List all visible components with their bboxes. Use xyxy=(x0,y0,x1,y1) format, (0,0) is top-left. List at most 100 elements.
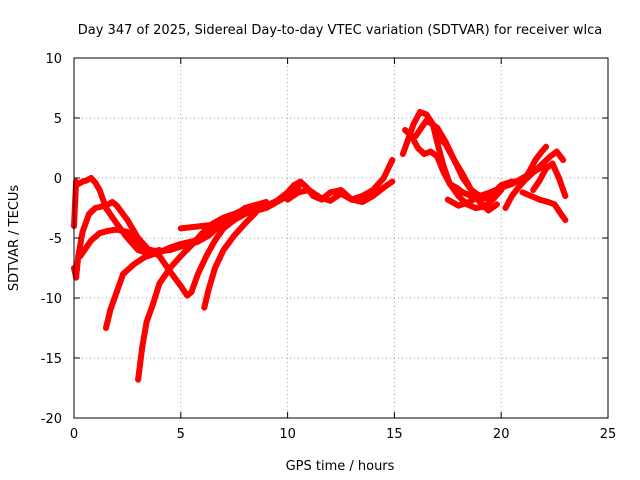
data-point xyxy=(442,141,449,148)
data-point xyxy=(562,217,569,223)
data-point xyxy=(538,148,545,155)
data-point xyxy=(410,121,417,127)
x-tick-label: 0 xyxy=(70,427,78,442)
data-point xyxy=(252,206,259,213)
data-point xyxy=(459,189,466,196)
data-point xyxy=(440,169,447,175)
data-point xyxy=(412,133,419,139)
data-point xyxy=(434,124,441,131)
series-track-5 xyxy=(135,202,270,383)
data-point xyxy=(273,197,280,204)
data-point xyxy=(263,202,270,209)
data-point xyxy=(404,139,411,145)
data-point xyxy=(211,265,218,271)
data-point xyxy=(423,111,430,118)
data-point xyxy=(536,177,543,184)
x-tick-label: 15 xyxy=(386,427,403,442)
data-point xyxy=(220,220,227,227)
data-point xyxy=(498,182,505,189)
data-point xyxy=(201,304,208,311)
x-tick-labels: 0 5 10 15 20 25 xyxy=(70,427,616,442)
data-point xyxy=(468,187,475,193)
x-axis-label: GPS time / hours xyxy=(286,459,395,474)
data-point xyxy=(88,175,95,181)
data-point xyxy=(380,175,387,181)
data-point xyxy=(173,244,180,251)
data-point xyxy=(113,202,120,209)
data-point xyxy=(205,232,212,239)
data-point xyxy=(284,189,291,196)
data-point xyxy=(451,157,458,163)
data-point xyxy=(88,237,95,244)
data-point xyxy=(549,160,556,167)
data-point xyxy=(476,199,483,205)
series-line xyxy=(434,133,483,199)
y-tick-labels: -20 -15 -10 -5 0 5 10 xyxy=(41,52,62,427)
data-point xyxy=(135,241,142,247)
data-point xyxy=(177,283,184,289)
y-axis-label: SDTVAR / TECUs xyxy=(7,185,22,292)
series-track-18 xyxy=(530,160,569,199)
data-point xyxy=(305,187,312,193)
data-point xyxy=(402,127,409,133)
data-point xyxy=(92,179,99,186)
data-point xyxy=(476,193,483,199)
data-point xyxy=(327,189,334,196)
data-point xyxy=(220,214,227,221)
data-point xyxy=(135,376,142,383)
y-tick-label: 0 xyxy=(54,172,62,187)
series-track-6 xyxy=(147,206,248,299)
data-point xyxy=(508,178,515,185)
data-point xyxy=(124,217,131,223)
y-tick-label: 5 xyxy=(54,112,62,127)
data-point xyxy=(194,271,201,277)
series-line xyxy=(530,160,569,199)
data-point xyxy=(327,197,334,204)
series-track-17 xyxy=(502,148,567,211)
data-point xyxy=(459,175,466,181)
data-point xyxy=(156,280,163,287)
data-point xyxy=(338,190,344,197)
data-point xyxy=(359,199,366,205)
data-point xyxy=(241,208,248,215)
data-point xyxy=(532,157,539,163)
x-tick-label: 20 xyxy=(493,427,510,442)
data-series xyxy=(71,109,569,383)
data-point xyxy=(540,159,547,166)
data-point xyxy=(558,211,565,217)
data-point xyxy=(530,187,537,193)
data-point xyxy=(502,205,509,211)
data-point xyxy=(434,133,441,139)
data-point xyxy=(211,237,218,244)
y-tick-label: -10 xyxy=(41,292,62,307)
data-point xyxy=(562,193,569,199)
series-track-10 xyxy=(284,178,396,205)
data-point xyxy=(113,226,120,233)
data-point xyxy=(96,187,103,193)
data-point xyxy=(83,177,90,184)
data-point xyxy=(555,175,562,181)
data-point xyxy=(107,307,114,313)
data-point xyxy=(124,229,131,235)
data-point xyxy=(487,193,494,199)
y-tick-label: -15 xyxy=(41,352,62,367)
data-point xyxy=(414,145,421,151)
grid-lines xyxy=(74,58,608,418)
x-tick-label: 5 xyxy=(177,427,185,442)
data-point xyxy=(370,193,377,199)
data-point xyxy=(209,221,216,228)
data-point xyxy=(284,196,291,203)
data-point xyxy=(295,189,302,196)
data-point xyxy=(370,187,377,193)
series-line xyxy=(241,157,396,215)
data-point xyxy=(188,224,195,231)
data-point xyxy=(545,199,552,205)
data-point xyxy=(455,202,462,209)
data-point xyxy=(521,177,528,184)
data-point xyxy=(485,207,492,214)
data-point xyxy=(515,184,522,191)
data-point xyxy=(135,247,142,253)
data-point xyxy=(188,242,195,249)
data-point xyxy=(167,268,174,275)
